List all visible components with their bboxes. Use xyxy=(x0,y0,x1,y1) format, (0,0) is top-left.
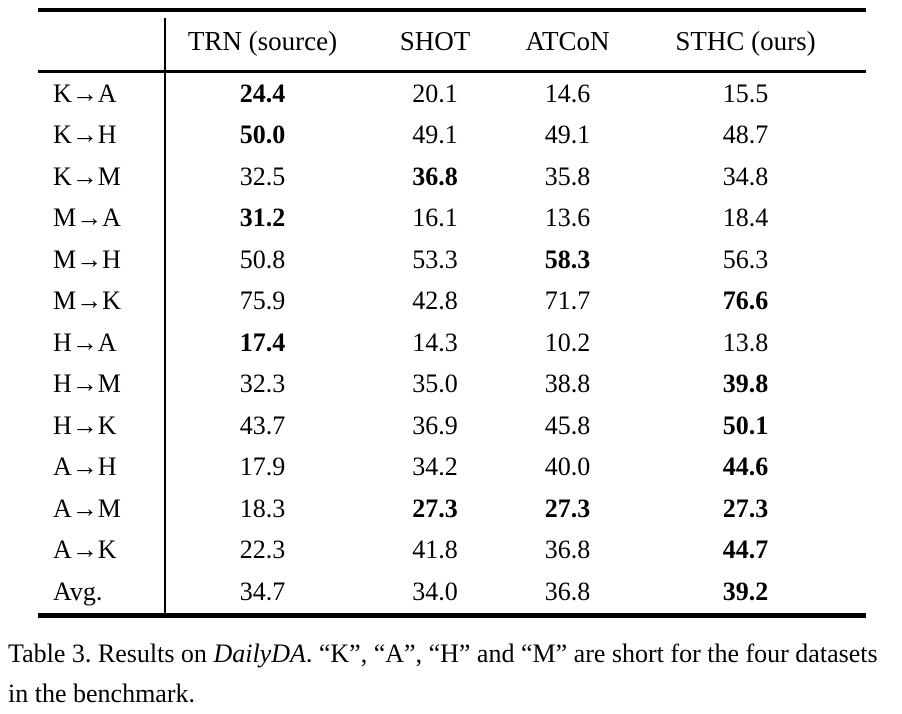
column-separator-line xyxy=(164,18,166,614)
column-header-sthc-ours: STHC (ours) xyxy=(675,25,816,56)
cell-shot: 41.8 xyxy=(412,535,458,565)
row-label: M→A xyxy=(53,203,121,233)
table-row: K→H 50.0 49.1 49.1 48.7 xyxy=(38,115,866,157)
table-row: A→H 17.9 34.2 40.0 44.6 xyxy=(38,447,866,489)
cell-atcon: 27.3 xyxy=(544,493,591,523)
cell-atcon: 35.8 xyxy=(544,161,591,191)
cell-shot: 53.3 xyxy=(412,244,458,274)
cell-shot: 27.3 xyxy=(412,493,458,523)
row-label: K→M xyxy=(53,161,121,191)
table-row: A→K 22.3 41.8 36.8 44.7 xyxy=(38,530,866,572)
table-body: K→A 24.4 20.1 14.6 15.5 K→H 50.0 49.1 49… xyxy=(38,73,866,613)
bottom-rule xyxy=(38,612,866,618)
cell-sthc-ours: 44.6 xyxy=(722,452,769,482)
cell-shot: 35.0 xyxy=(412,369,458,399)
cell-trn-source: 32.5 xyxy=(239,161,286,191)
cell-trn-source: 75.9 xyxy=(239,286,286,316)
cell-shot: 34.2 xyxy=(412,452,458,482)
table-caption: Table 3. Results on DailyDA. “K”, “A”, “… xyxy=(8,634,900,714)
table-row: A→M 18.3 27.3 27.3 27.3 xyxy=(38,488,866,530)
row-label: M→H xyxy=(53,244,121,274)
table-row: Avg. 34.7 34.0 36.8 39.2 xyxy=(38,571,866,613)
table-grid: TRN (source) SHOT ATCoN STHC (ours) K→A … xyxy=(38,12,866,618)
table-row: M→A 31.2 16.1 13.6 18.4 xyxy=(38,198,866,240)
cell-atcon: 38.8 xyxy=(544,369,591,399)
row-label: M→K xyxy=(53,286,121,316)
cell-shot: 49.1 xyxy=(412,120,458,150)
cell-trn-source: 18.3 xyxy=(239,493,286,523)
cell-trn-source: 17.9 xyxy=(239,452,286,482)
cell-shot: 20.1 xyxy=(412,78,458,108)
cell-trn-source: 24.4 xyxy=(239,78,286,108)
cell-atcon: 40.0 xyxy=(544,452,591,482)
cell-shot: 34.0 xyxy=(412,576,458,606)
cell-trn-source: 50.8 xyxy=(239,244,286,274)
cell-trn-source: 32.3 xyxy=(239,369,286,399)
caption-prefix-text: Table 3. Results on xyxy=(8,639,214,668)
table-row: H→A 17.4 14.3 10.2 13.8 xyxy=(38,322,866,364)
column-header-trn-source: TRN (source) xyxy=(187,25,338,56)
cell-shot: 36.9 xyxy=(412,410,458,440)
cell-atcon: 45.8 xyxy=(544,410,591,440)
table-row: H→K 43.7 36.9 45.8 50.1 xyxy=(38,405,866,447)
table-row: K→A 24.4 20.1 14.6 15.5 xyxy=(38,73,866,115)
cell-atcon: 58.3 xyxy=(544,244,591,274)
cell-shot: 42.8 xyxy=(412,286,458,316)
cell-sthc-ours: 50.1 xyxy=(722,410,769,440)
table-row: M→H 50.8 53.3 58.3 56.3 xyxy=(38,239,866,281)
row-label: A→K xyxy=(53,535,117,565)
row-label: Avg. xyxy=(53,576,103,606)
cell-sthc-ours: 18.4 xyxy=(722,203,769,233)
cell-sthc-ours: 48.7 xyxy=(722,120,769,150)
cell-trn-source: 31.2 xyxy=(239,203,286,233)
column-header-atcon: ATCoN xyxy=(525,25,610,56)
cell-atcon: 13.6 xyxy=(544,203,591,233)
row-label: A→H xyxy=(53,452,117,482)
row-label: H→K xyxy=(53,410,117,440)
table-row: K→M 32.5 36.8 35.8 34.8 xyxy=(38,156,866,198)
cell-trn-source: 50.0 xyxy=(239,120,286,150)
cell-atcon: 10.2 xyxy=(544,327,591,357)
table-header-row: TRN (source) SHOT ATCoN STHC (ours) xyxy=(38,12,866,70)
cell-sthc-ours: 39.8 xyxy=(722,369,769,399)
caption-suffix-text: . “K”, “A”, “H” and “M” are short for th… xyxy=(8,639,878,708)
column-header-shot: SHOT xyxy=(399,25,471,56)
cell-sthc-ours: 13.8 xyxy=(722,327,769,357)
row-label: K→A xyxy=(53,78,117,108)
header-separator-rule xyxy=(38,70,866,73)
table-row: H→M 32.3 35.0 38.8 39.8 xyxy=(38,364,866,406)
cell-sthc-ours: 27.3 xyxy=(722,493,769,523)
cell-trn-source: 22.3 xyxy=(239,535,286,565)
cell-atcon: 36.8 xyxy=(544,535,591,565)
cell-shot: 14.3 xyxy=(412,327,458,357)
cell-sthc-ours: 76.6 xyxy=(722,286,769,316)
table-row: M→K 75.9 42.8 71.7 76.6 xyxy=(38,281,866,323)
cell-sthc-ours: 56.3 xyxy=(722,244,769,274)
cell-shot: 16.1 xyxy=(412,203,458,233)
cell-trn-source: 43.7 xyxy=(239,410,286,440)
row-label: A→M xyxy=(53,493,121,523)
cell-trn-source: 17.4 xyxy=(239,327,286,357)
cell-sthc-ours: 44.7 xyxy=(722,535,769,565)
row-label: H→M xyxy=(53,369,121,399)
cell-shot: 36.8 xyxy=(412,161,458,191)
cell-sthc-ours: 34.8 xyxy=(722,161,769,191)
cell-atcon: 14.6 xyxy=(544,78,591,108)
cell-sthc-ours: 15.5 xyxy=(722,78,769,108)
results-table: TRN (source) SHOT ATCoN STHC (ours) K→A … xyxy=(38,8,866,618)
cell-atcon: 71.7 xyxy=(544,286,591,316)
row-label: K→H xyxy=(53,120,117,150)
cell-atcon: 36.8 xyxy=(544,576,591,606)
row-label: H→A xyxy=(53,327,117,357)
cell-trn-source: 34.7 xyxy=(239,576,286,606)
cell-atcon: 49.1 xyxy=(544,120,591,150)
caption-benchmark-name: DailyDA xyxy=(213,639,306,668)
top-rule xyxy=(38,8,866,12)
cell-sthc-ours: 39.2 xyxy=(722,576,769,606)
